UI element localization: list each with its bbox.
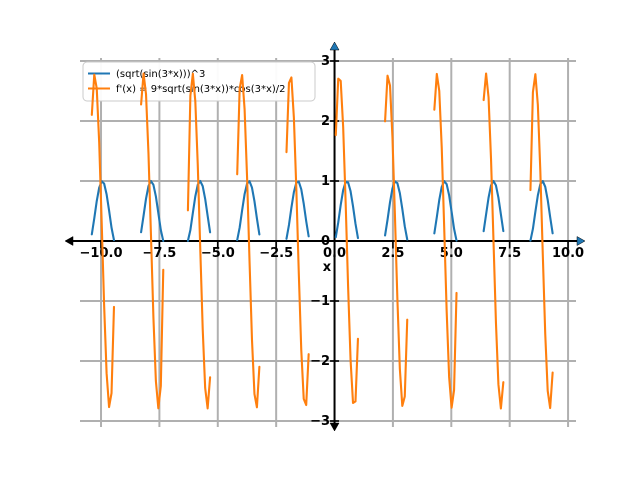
x-tick-label: 2.5 <box>381 246 404 261</box>
y-axis-arrow-top <box>329 41 340 51</box>
legend-entry-function: (sqrt(sin(3*x)))^3 <box>116 69 205 80</box>
y-tick-label: −2 <box>310 354 330 369</box>
x-axis-label: x <box>323 260 332 275</box>
legend-entry-derivative: f'(x) = 9*sqrt(sin(3*x))*cos(3*x)/2 <box>116 84 286 95</box>
axes-arrows <box>64 41 586 432</box>
legend-box <box>82 61 316 102</box>
x-tick-label: −2.5 <box>259 246 293 261</box>
x-axis-arrow-right <box>576 236 586 246</box>
legend: (sqrt(sin(3*x)))^3 f'(x) = 9*sqrt(sin(3*… <box>82 61 316 102</box>
y-tick-label: −1 <box>310 294 330 309</box>
x-tick-label: 10.0 <box>552 246 584 261</box>
y-axis-arrow-bottom <box>329 422 340 432</box>
x-tick-label: −5.0 <box>201 246 235 261</box>
x-axis-arrow-left <box>64 236 74 246</box>
y-tick-label: 3 <box>321 54 330 69</box>
curve-series-0 <box>92 181 580 241</box>
y-tick-label: 1 <box>321 174 330 189</box>
x-tick-label: 7.5 <box>498 246 521 261</box>
y-tick-label: −3 <box>310 414 330 429</box>
x-tick-label: −10.0 <box>80 246 123 261</box>
x-tick-label: 5.0 <box>440 246 463 261</box>
y-tick-label: 2 <box>321 114 330 129</box>
x-tick-label: −7.5 <box>142 246 176 261</box>
